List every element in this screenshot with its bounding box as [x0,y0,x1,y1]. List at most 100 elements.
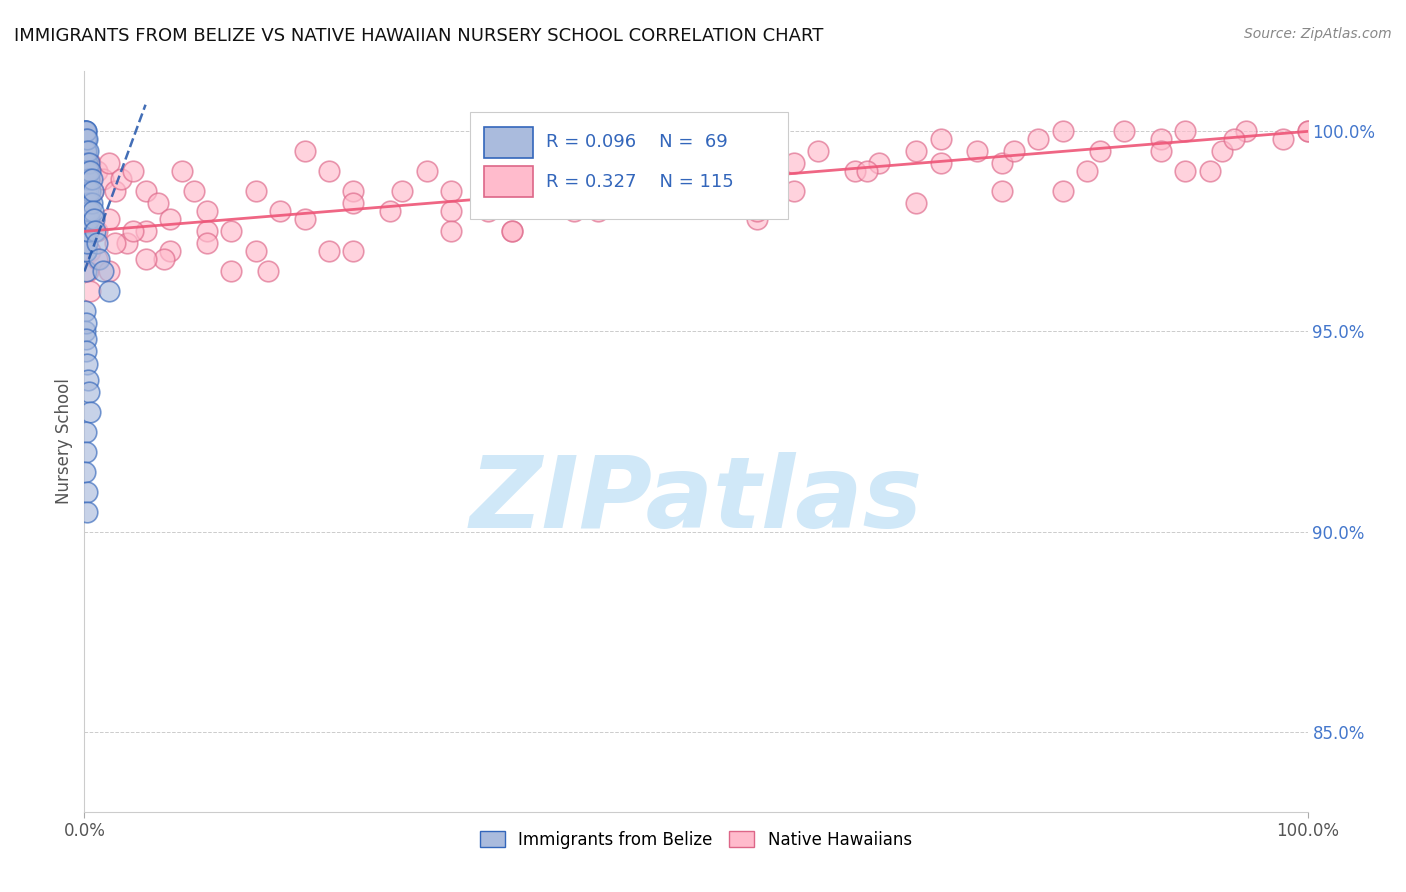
Point [86,252,108,267]
Point [75,164,97,178]
Point [159,212,181,227]
Point [562,172,585,186]
Point [97,264,120,278]
Point [77,164,100,178]
Point [73,185,96,199]
Point [966,145,988,159]
Point [342,185,364,199]
Point [1088,145,1111,159]
Point [79,204,101,219]
Point [380,204,402,219]
Point [97,156,120,170]
Point [195,224,218,238]
Point [75,244,97,259]
Text: R = 0.327    N = 115: R = 0.327 N = 115 [546,173,734,191]
Point [77,212,100,227]
Point [75,172,97,186]
Legend: Immigrants from Belize, Native Hawaiians: Immigrants from Belize, Native Hawaiians [474,824,918,855]
Point [75,185,97,199]
Point [1114,124,1136,138]
Point [80,196,103,211]
Point [83,212,105,227]
Point [75,145,97,159]
Point [73,124,96,138]
Point [79,404,101,418]
Point [75,317,97,331]
Point [747,212,769,227]
Point [122,164,145,178]
Point [929,156,952,170]
Point [1028,132,1050,146]
Point [159,244,181,259]
Point [79,244,101,259]
Point [135,185,157,199]
Point [807,145,830,159]
FancyBboxPatch shape [470,112,787,219]
Point [110,172,132,186]
Point [1174,124,1197,138]
Point [245,185,267,199]
Point [104,236,127,251]
Point [80,172,103,186]
Point [76,505,98,519]
Point [1174,164,1197,178]
Point [77,384,100,399]
Point [440,224,463,238]
Point [75,204,97,219]
Point [75,145,97,159]
Point [294,212,316,227]
Point [75,333,97,347]
Point [929,132,952,146]
Point [747,204,769,219]
Point [318,164,340,178]
Point [135,252,157,267]
Text: ZIPatlas: ZIPatlas [470,452,922,549]
Point [77,204,100,219]
Text: R = 0.096    N =  69: R = 0.096 N = 69 [546,134,727,152]
Point [79,285,101,299]
Point [502,224,524,238]
Point [75,124,97,138]
Point [219,264,242,278]
Point [1002,145,1025,159]
Point [219,224,242,238]
Point [75,156,97,170]
Point [73,325,96,339]
Point [122,224,145,238]
Point [1223,132,1246,146]
Point [76,172,98,186]
Point [783,156,806,170]
Point [79,185,101,199]
Point [856,164,879,178]
Point [73,304,96,318]
Point [1272,132,1295,146]
Point [87,252,110,267]
Point [76,156,98,170]
Point [75,124,97,138]
Point [562,204,585,219]
Point [86,224,108,238]
Point [76,357,98,371]
Point [91,172,114,186]
Point [75,444,97,458]
Point [1198,164,1220,178]
Point [75,224,97,238]
Point [294,145,316,159]
Point [135,224,157,238]
Point [342,244,364,259]
Point [172,164,194,178]
Point [86,164,108,178]
Point [1052,185,1074,199]
Point [416,164,439,178]
Point [77,264,100,278]
Point [195,236,218,251]
Point [77,196,100,211]
Point [73,132,96,146]
Point [115,236,138,251]
Point [991,156,1014,170]
Point [195,204,218,219]
Point [97,212,120,227]
Point [1296,124,1319,138]
Text: Source: ZipAtlas.com: Source: ZipAtlas.com [1244,27,1392,41]
Point [624,185,647,199]
